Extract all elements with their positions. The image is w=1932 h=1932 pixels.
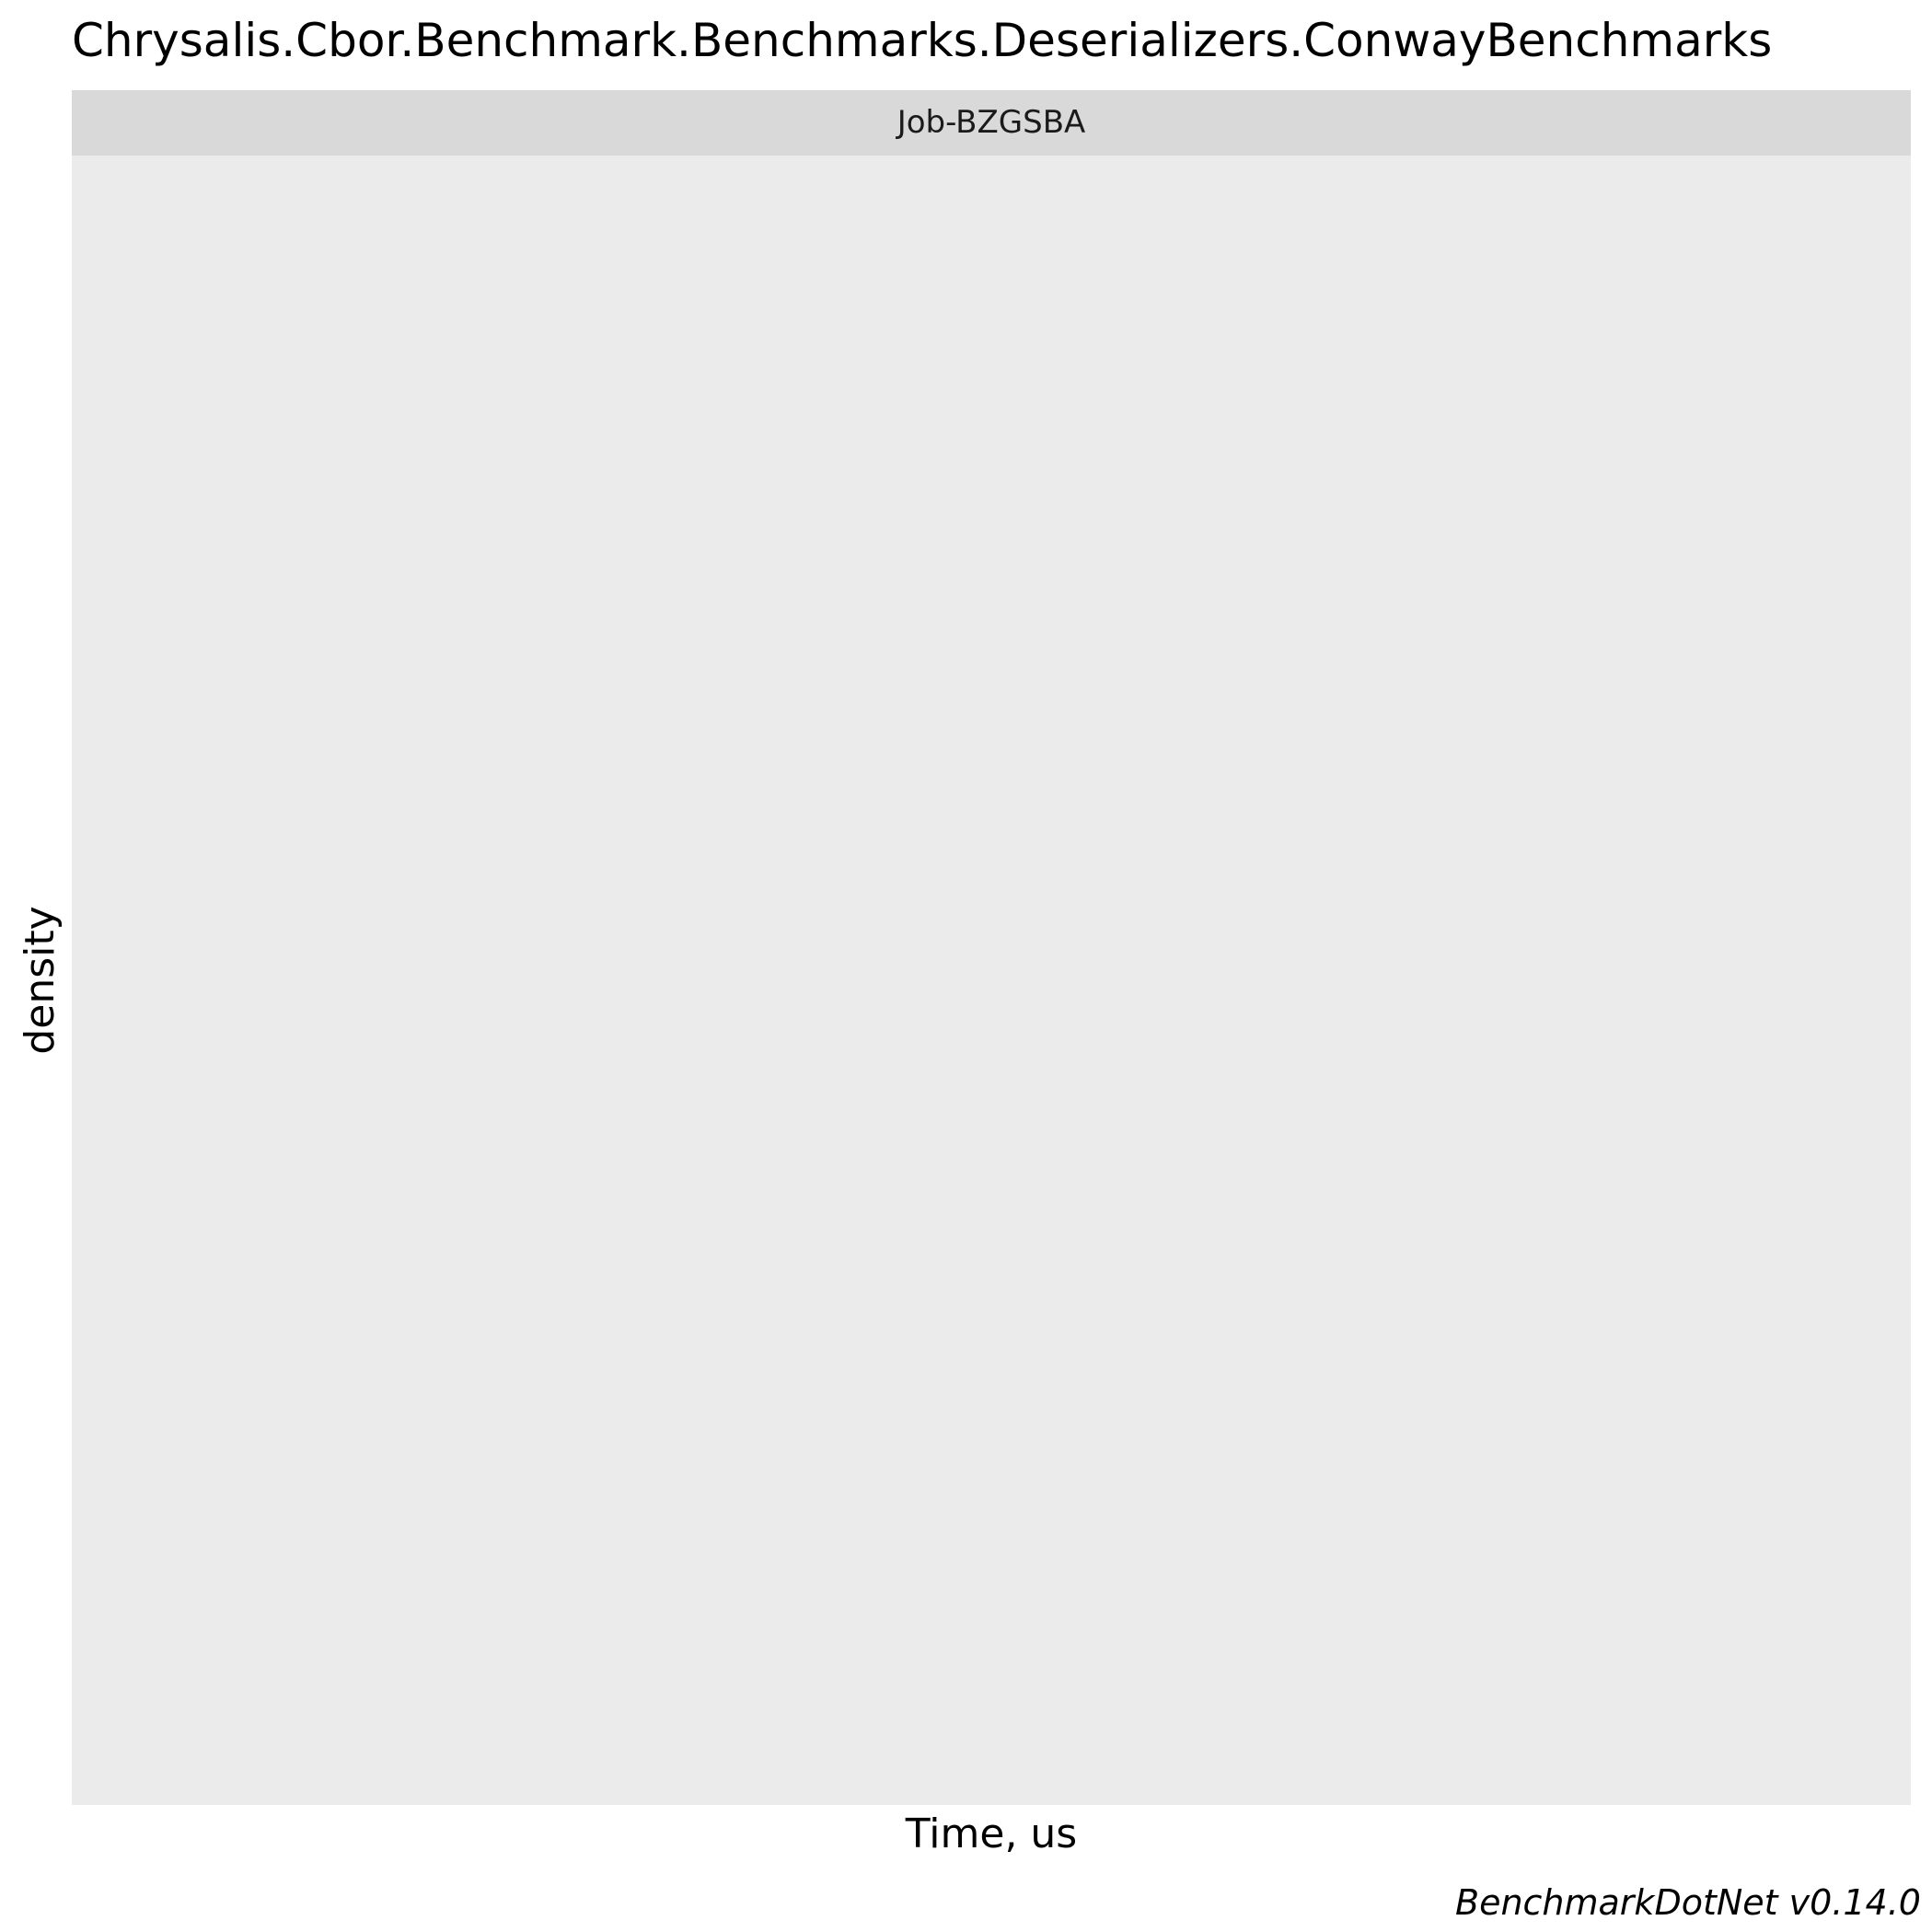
x-axis-label: Time, us bbox=[905, 1811, 1078, 1857]
plot-area bbox=[72, 156, 1911, 1805]
chart-caption: BenchmarkDotNet v0.14.0 bbox=[1455, 1882, 1921, 1923]
facet-strip-label: Job-BZGSBA bbox=[897, 104, 1086, 141]
facet-strip: Job-BZGSBA bbox=[72, 90, 1911, 156]
chart-title: Chrysalis.Cbor.Benchmark.Benchmarks.Dese… bbox=[72, 14, 1773, 67]
y-axis-label: density bbox=[17, 906, 64, 1055]
plot-panel bbox=[72, 156, 1911, 1805]
